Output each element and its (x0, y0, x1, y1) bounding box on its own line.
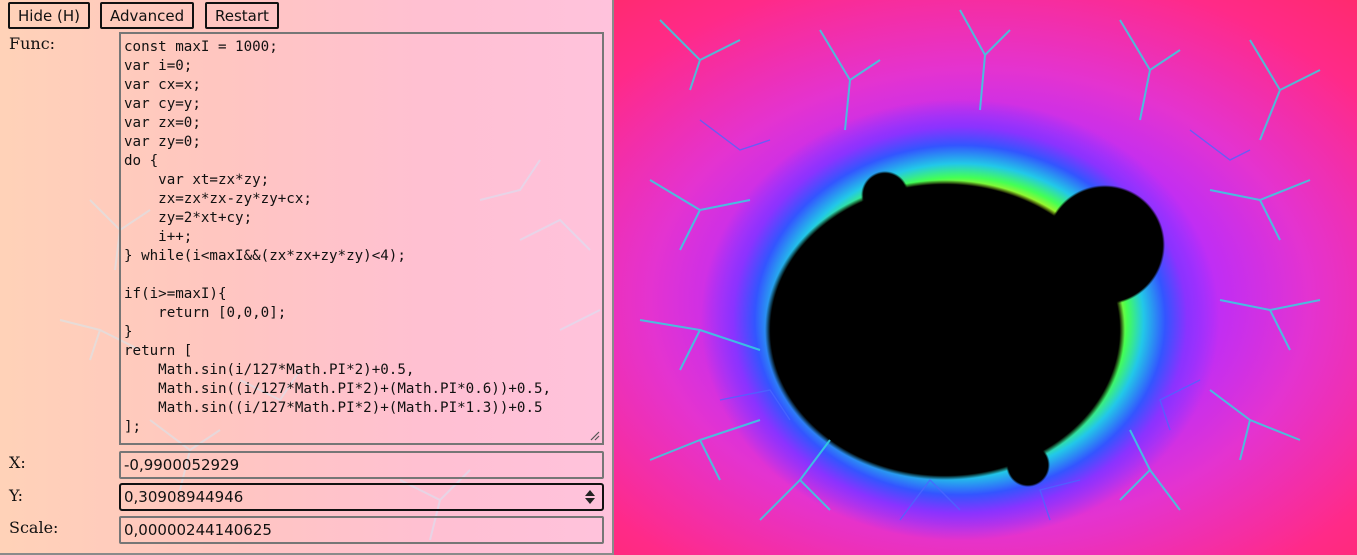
x-label: X: (9, 453, 26, 472)
advanced-button[interactable]: Advanced (100, 2, 195, 29)
hide-button[interactable]: Hide (H) (8, 2, 90, 29)
scale-input[interactable]: 0,00000244140625 (119, 516, 604, 544)
y-label: Y: (9, 486, 23, 505)
func-code-editor[interactable]: const maxI = 1000; var i=0; var cx=x; va… (119, 32, 604, 445)
control-panel: Hide (H) Advanced Restart Func: const ma… (0, 0, 614, 555)
y-input[interactable]: 0,30908944946 (119, 483, 604, 511)
scale-label: Scale: (9, 518, 59, 537)
y-input-value: 0,30908944946 (124, 488, 244, 506)
up-down-spinner-icon[interactable] (583, 488, 597, 506)
x-input[interactable]: -0,9900052929 (119, 451, 604, 479)
restart-button[interactable]: Restart (205, 2, 279, 29)
resize-grip-icon[interactable] (589, 430, 600, 441)
func-label: Func: (9, 34, 56, 53)
